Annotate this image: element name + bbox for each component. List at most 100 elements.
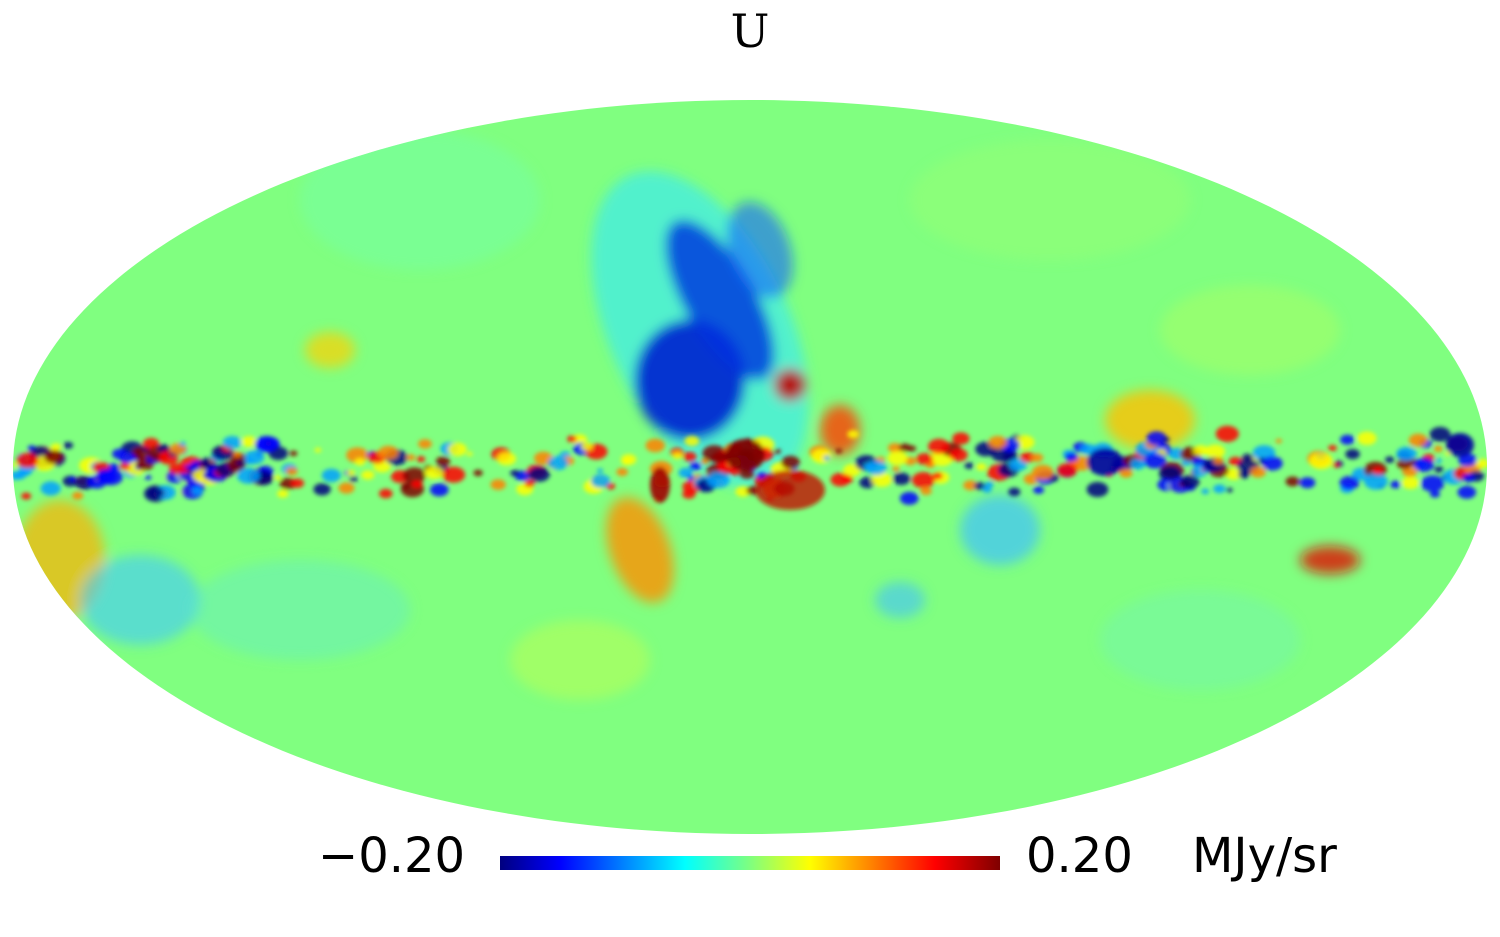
emission-blob (321, 468, 341, 483)
emission-blob (289, 450, 298, 457)
emission-blob (1129, 458, 1146, 470)
emission-blob (1309, 452, 1333, 470)
colorbar-unit: MJy/sr (1192, 828, 1337, 884)
emission-blob (548, 456, 569, 470)
emission-blob (1087, 448, 1123, 476)
emission-blob (606, 497, 674, 603)
emission-blob (928, 438, 950, 454)
emission-blob (672, 452, 683, 460)
emission-blob (63, 441, 74, 449)
emission-blob (274, 475, 282, 481)
emission-blob (1193, 445, 1209, 456)
emission-blob (1408, 433, 1428, 447)
colorbar-max-label: 0.20 (1026, 828, 1133, 884)
colorbar (500, 856, 1000, 870)
emission-blob (13, 462, 19, 467)
emission-blob (313, 483, 331, 496)
emission-blob (982, 485, 992, 493)
emission-blob (1008, 487, 1021, 497)
emission-blob (416, 456, 426, 463)
emission-blob (524, 479, 535, 488)
emission-blob (616, 467, 628, 477)
emission-blob (1328, 445, 1337, 452)
emission-blob (1180, 475, 1200, 489)
emission-blob (1143, 452, 1166, 469)
emission-blob (1086, 481, 1109, 498)
emission-blob (952, 432, 970, 445)
emission-blob (1241, 453, 1254, 462)
emission-blob (892, 472, 911, 485)
emission-blob (1457, 485, 1477, 499)
emission-blob (899, 491, 919, 505)
emission-blob (1105, 390, 1195, 450)
emission-blob (1339, 476, 1360, 490)
emission-blob (567, 435, 577, 443)
emission-blob (305, 332, 355, 368)
emission-blob (1345, 449, 1360, 460)
emission-blob (755, 470, 825, 510)
emission-blob (179, 441, 187, 447)
emission-blob (447, 442, 467, 457)
emission-blob (354, 458, 366, 466)
emission-blob (650, 467, 670, 503)
emission-blob (466, 451, 473, 456)
galactic-plane (13, 425, 1487, 510)
diffuse-emission (15, 130, 1360, 700)
emission-blob (678, 467, 693, 478)
emission-blob (887, 443, 902, 453)
emission-blob (774, 369, 806, 401)
emission-blob (621, 454, 637, 465)
emission-blob (1364, 473, 1388, 490)
emission-blob (120, 462, 131, 471)
emission-blob (534, 451, 553, 465)
emission-blob (706, 471, 730, 489)
emission-blob (739, 468, 755, 479)
emission-blob (1390, 480, 1401, 489)
emission-blob (910, 140, 1190, 260)
emission-blob (892, 466, 900, 472)
emission-blob (871, 472, 893, 488)
emission-blob (290, 478, 305, 489)
emission-blob (645, 438, 665, 453)
emission-blob (349, 475, 358, 482)
emission-blob (1429, 490, 1441, 498)
emission-blob (932, 472, 943, 480)
emission-blob (665, 220, 775, 380)
emission-blob (1009, 458, 1027, 472)
emission-blob (920, 487, 932, 496)
emission-blob (430, 483, 449, 497)
emission-blob (988, 435, 1007, 449)
emission-blob (107, 463, 119, 472)
emission-blob (510, 620, 650, 700)
emission-blob (866, 460, 887, 475)
emission-blob (1372, 466, 1384, 475)
map-title: U (730, 4, 770, 58)
emission-blob (69, 476, 76, 482)
emission-blob (241, 436, 257, 448)
emission-blob (346, 469, 356, 476)
emission-blob (1002, 451, 1018, 462)
emission-blob (1225, 467, 1243, 480)
emission-blob (898, 443, 911, 452)
emission-blob (964, 462, 974, 469)
emission-blob (1458, 453, 1477, 467)
emission-blob (378, 445, 399, 460)
emission-blob (1285, 476, 1300, 487)
emission-blob (1357, 431, 1377, 446)
emission-blob (1226, 487, 1233, 493)
emission-blob (40, 481, 61, 496)
emission-blob (963, 480, 978, 491)
emission-blob (1213, 457, 1224, 465)
emission-blob (379, 488, 393, 499)
emission-blob (590, 474, 611, 488)
emission-blob (976, 463, 987, 471)
emission-blob (191, 486, 203, 495)
emission-blob (1215, 425, 1239, 442)
emission-blob (1433, 445, 1443, 452)
emission-blob (244, 450, 265, 465)
emission-blob (1429, 426, 1451, 442)
emission-blob (823, 455, 831, 461)
emission-blob (1396, 446, 1417, 462)
emission-blob (1205, 444, 1226, 459)
emission-blob (300, 130, 540, 270)
